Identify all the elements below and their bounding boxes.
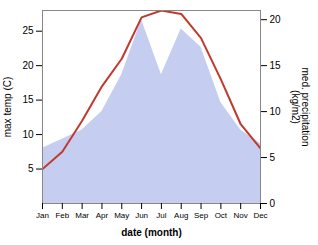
svg-text:Oct: Oct	[215, 211, 228, 220]
svg-text:15: 15	[22, 94, 34, 105]
svg-text:Apr: Apr	[96, 211, 109, 220]
svg-text:25: 25	[22, 25, 34, 36]
svg-text:date (month): date (month)	[121, 227, 182, 238]
svg-text:Feb: Feb	[55, 211, 69, 220]
svg-text:20: 20	[22, 60, 34, 71]
svg-text:Nov: Nov	[234, 211, 248, 220]
svg-text:Aug: Aug	[174, 211, 188, 220]
svg-text:10: 10	[270, 106, 282, 117]
svg-text:Dec: Dec	[253, 211, 267, 220]
svg-text:max temp (C): max temp (C)	[2, 77, 13, 138]
svg-text:Jun: Jun	[135, 211, 148, 220]
svg-text:0: 0	[270, 198, 276, 209]
svg-text:Jul: Jul	[156, 211, 166, 220]
svg-text:Sep: Sep	[194, 211, 209, 220]
svg-text:20: 20	[270, 14, 282, 25]
svg-text:15: 15	[270, 60, 282, 71]
svg-text:5: 5	[28, 163, 34, 174]
svg-text:5: 5	[270, 152, 276, 163]
svg-text:Jan: Jan	[36, 211, 49, 220]
svg-text:med. precipitation(kg/m2): med. precipitation(kg/m2)	[290, 68, 311, 147]
svg-text:May: May	[114, 211, 129, 220]
svg-text:10: 10	[22, 129, 34, 140]
svg-text:Mar: Mar	[75, 211, 89, 220]
